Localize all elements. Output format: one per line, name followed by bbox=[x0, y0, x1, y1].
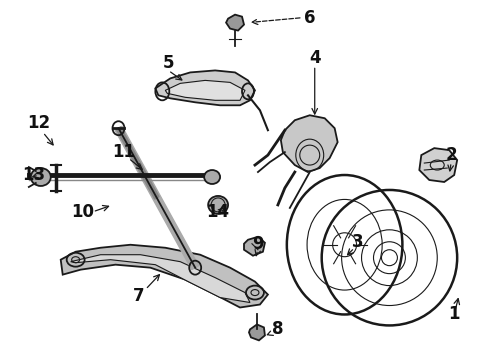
Polygon shape bbox=[116, 127, 159, 199]
Text: 6: 6 bbox=[304, 9, 316, 27]
Polygon shape bbox=[281, 115, 338, 172]
Ellipse shape bbox=[208, 196, 228, 214]
Text: 11: 11 bbox=[112, 143, 135, 161]
Polygon shape bbox=[249, 324, 265, 340]
Text: 14: 14 bbox=[207, 203, 230, 221]
Text: 8: 8 bbox=[272, 320, 284, 338]
Text: 5: 5 bbox=[163, 54, 174, 72]
Text: 9: 9 bbox=[252, 235, 264, 253]
Polygon shape bbox=[226, 15, 244, 31]
Text: 1: 1 bbox=[448, 306, 460, 324]
Text: 4: 4 bbox=[309, 49, 320, 67]
Polygon shape bbox=[61, 245, 268, 307]
Ellipse shape bbox=[31, 168, 51, 186]
Polygon shape bbox=[165, 80, 245, 100]
Text: 10: 10 bbox=[71, 203, 94, 221]
Text: 2: 2 bbox=[445, 146, 457, 164]
Polygon shape bbox=[71, 255, 250, 302]
Polygon shape bbox=[244, 237, 265, 256]
Text: 7: 7 bbox=[133, 287, 144, 305]
Ellipse shape bbox=[204, 170, 220, 184]
Polygon shape bbox=[155, 71, 255, 105]
Polygon shape bbox=[419, 148, 457, 182]
Text: 3: 3 bbox=[352, 233, 364, 251]
Text: 12: 12 bbox=[27, 114, 50, 132]
Polygon shape bbox=[115, 126, 198, 270]
Text: 13: 13 bbox=[22, 166, 46, 184]
